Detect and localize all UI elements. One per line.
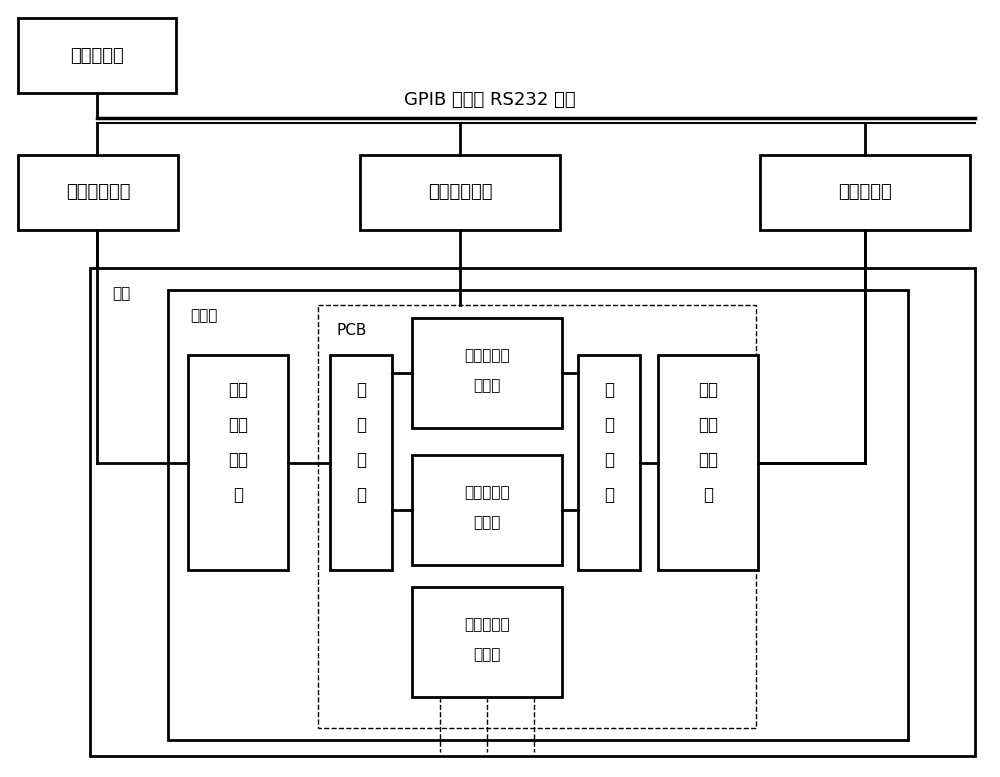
- Text: 接口: 接口: [228, 416, 248, 434]
- Text: 器: 器: [233, 486, 243, 504]
- Bar: [760, 155, 970, 230]
- Bar: [168, 290, 908, 740]
- Bar: [18, 18, 176, 93]
- Text: 接口: 接口: [698, 416, 718, 434]
- Text: 线性直流电源: 线性直流电源: [66, 183, 130, 201]
- Text: 测电路: 测电路: [473, 647, 501, 663]
- Text: GPIB 总线或 RS232 总线: GPIB 总线或 RS232 总线: [404, 91, 576, 109]
- Bar: [412, 587, 562, 697]
- Text: 口: 口: [356, 486, 366, 504]
- Text: 测电路: 测电路: [473, 515, 501, 531]
- Bar: [412, 318, 562, 428]
- Text: 接: 接: [356, 451, 366, 469]
- Text: 电压采集器: 电压采集器: [838, 183, 892, 201]
- Text: 反馈放大待: 反馈放大待: [464, 486, 510, 500]
- Text: 连接: 连接: [228, 451, 248, 469]
- Text: 反馈放大待: 反馈放大待: [464, 618, 510, 632]
- Bar: [90, 268, 975, 756]
- Text: 电源: 电源: [228, 381, 248, 399]
- Text: 测试盒: 测试盒: [190, 308, 217, 323]
- Text: 温度监控单元: 温度监控单元: [428, 183, 492, 201]
- Text: PCB: PCB: [336, 323, 366, 338]
- Text: 接: 接: [604, 451, 614, 469]
- Text: 油槽: 油槽: [112, 286, 130, 301]
- Bar: [18, 155, 178, 230]
- Text: 反馈放大待: 反馈放大待: [464, 349, 510, 364]
- Text: 口: 口: [604, 486, 614, 504]
- Text: 源: 源: [356, 416, 366, 434]
- Bar: [188, 355, 288, 570]
- Text: 工控计算机: 工控计算机: [70, 47, 124, 64]
- Text: 信: 信: [604, 381, 614, 399]
- Bar: [658, 355, 758, 570]
- Text: 信号: 信号: [698, 381, 718, 399]
- Bar: [578, 355, 640, 570]
- Bar: [360, 155, 560, 230]
- Bar: [412, 455, 562, 565]
- Bar: [330, 355, 392, 570]
- Bar: [318, 305, 756, 728]
- Text: 器: 器: [703, 486, 713, 504]
- Text: 测电路: 测电路: [473, 378, 501, 393]
- Text: 号: 号: [604, 416, 614, 434]
- Text: 连接: 连接: [698, 451, 718, 469]
- Text: 电: 电: [356, 381, 366, 399]
